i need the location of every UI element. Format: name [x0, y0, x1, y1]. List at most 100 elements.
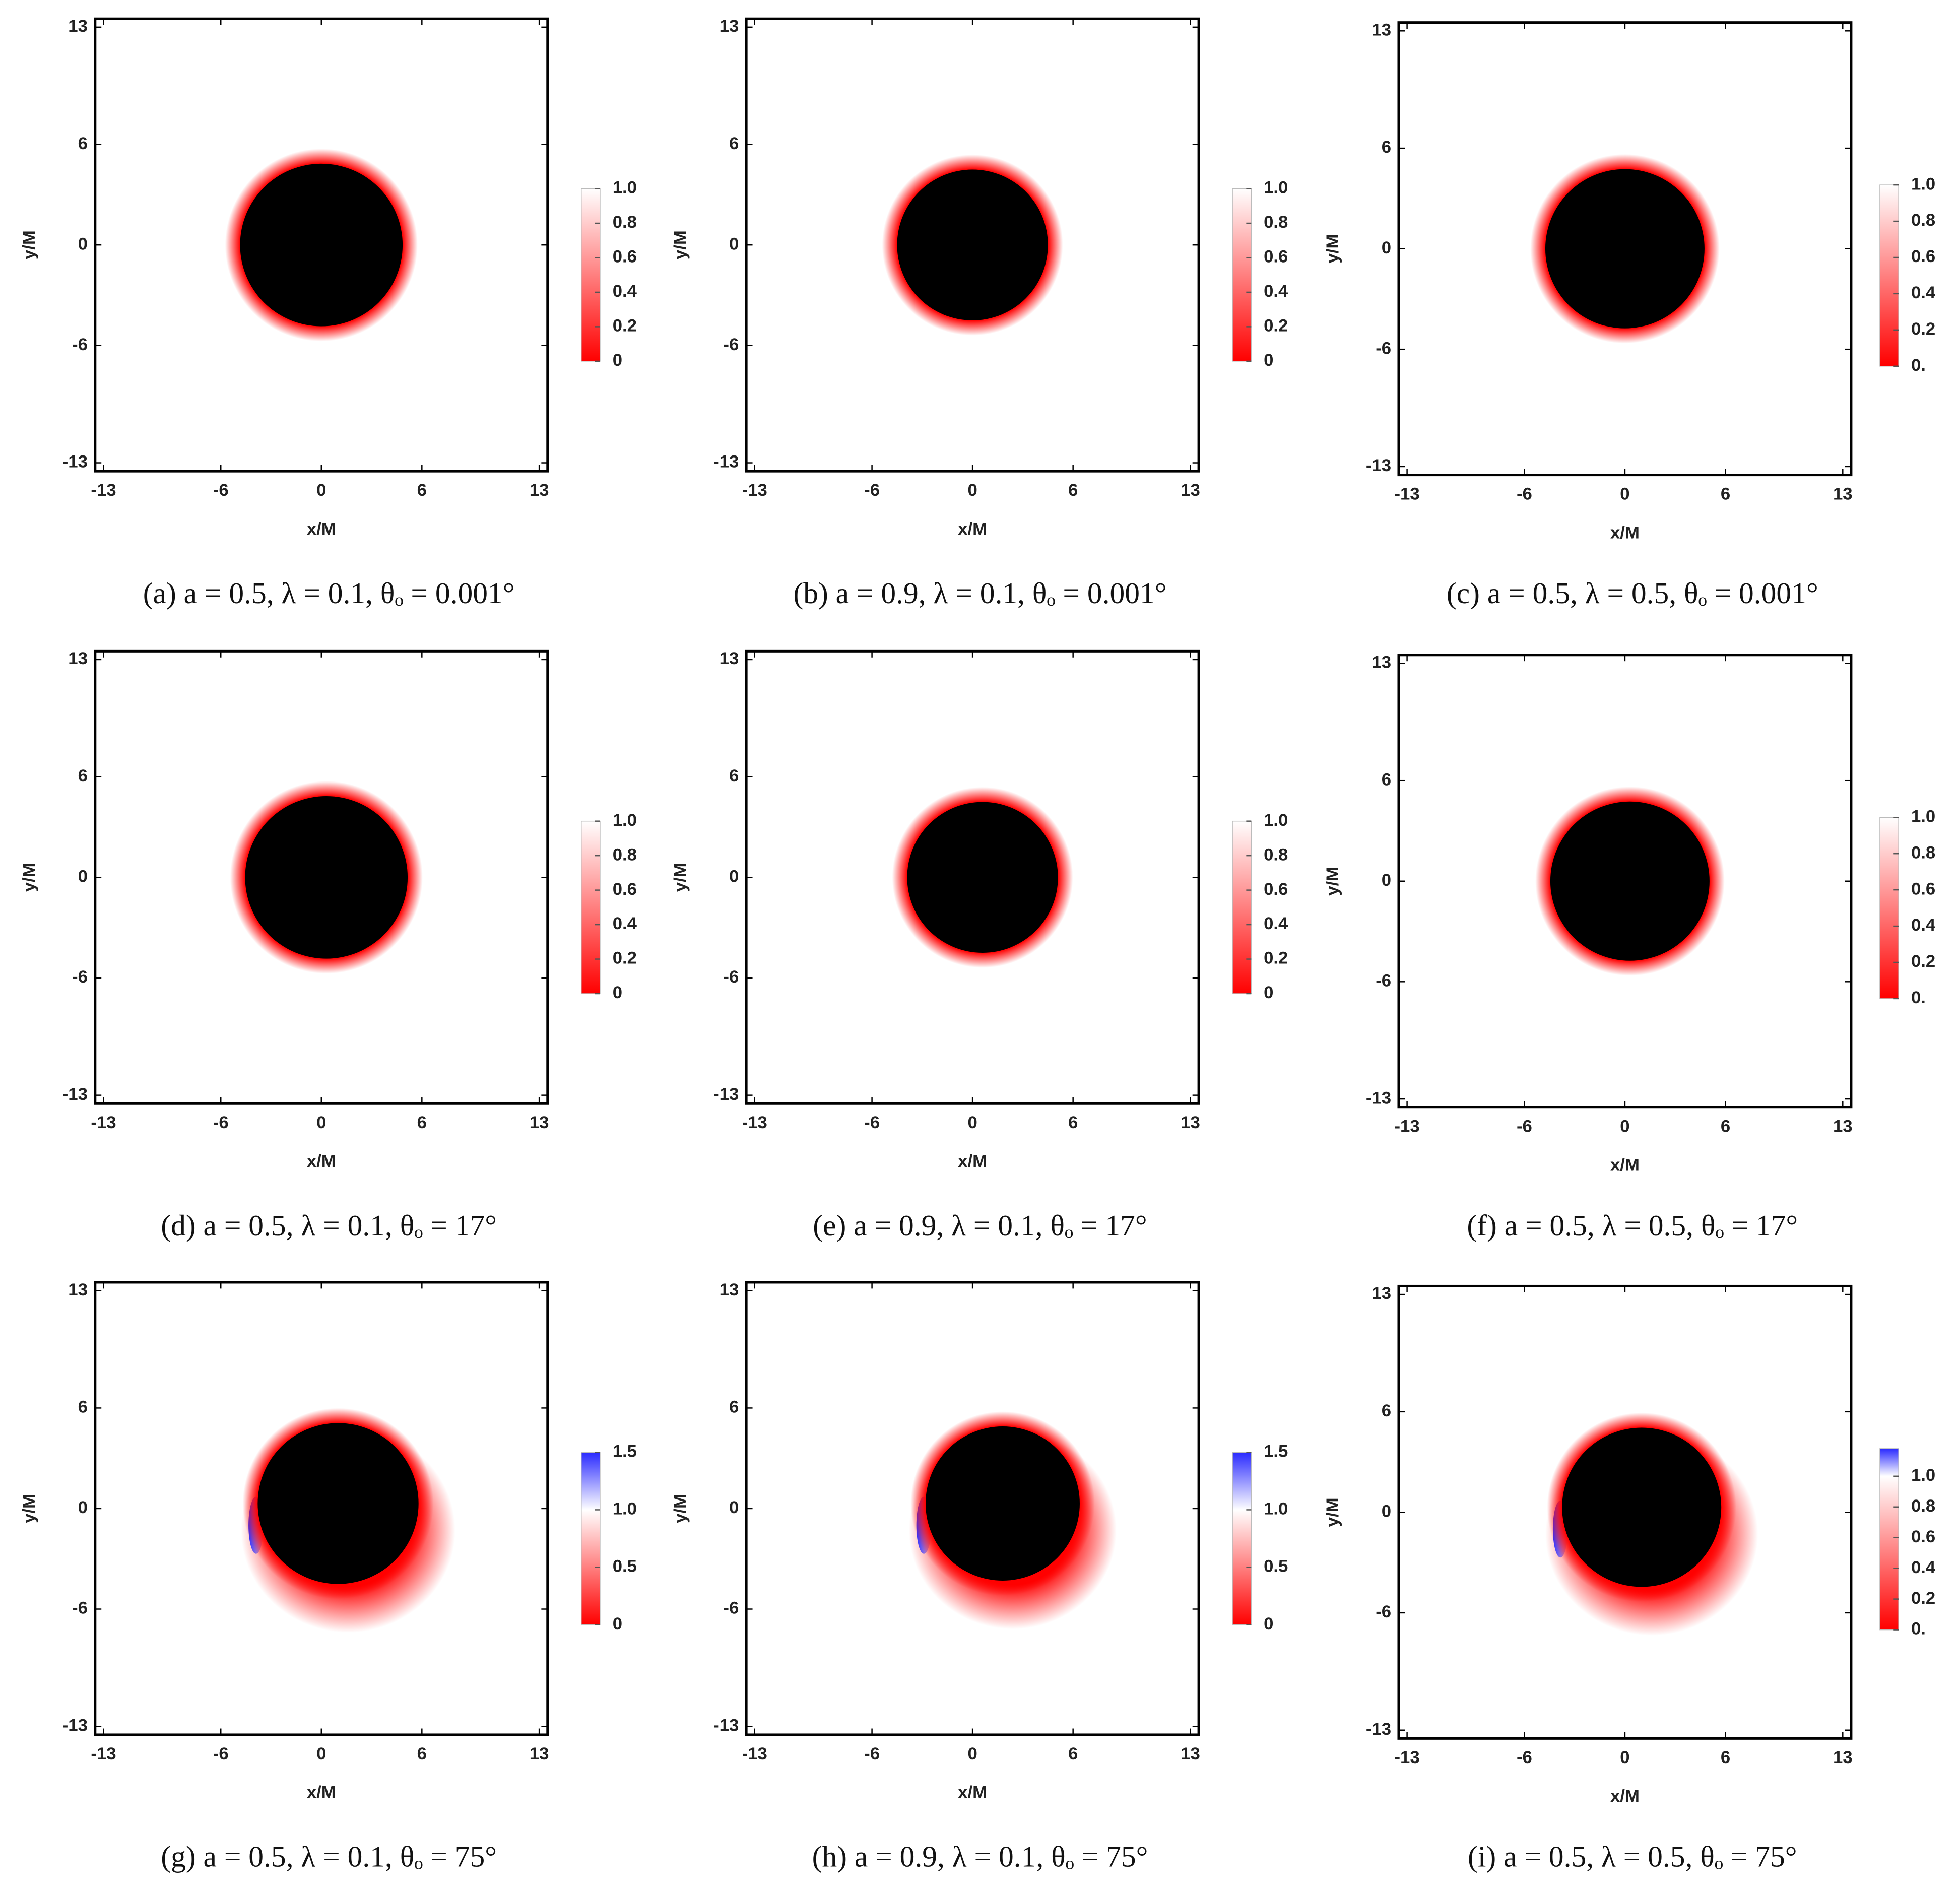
panel: -13 -6 0 6 13 -13 -6 0 6 13 x/M y/M 0 0.5 1.0 1.5 (g) a … [20, 1280, 637, 1873]
y-tick-label: -6 [723, 967, 739, 987]
x-tick-label: -13 [91, 1744, 116, 1764]
y-tick-label: -13 [62, 452, 88, 472]
caption: (c) a = 0.5, λ = 0.5, θₒ = 0.001° [1447, 576, 1818, 610]
x-tick-label: -13 [742, 1113, 767, 1132]
x-tick-label: 0 [1620, 484, 1629, 503]
y-tick-label: 0 [729, 867, 739, 886]
colorbar-tick-label: 0.4 [1911, 916, 1936, 935]
x-tick-label: 0 [316, 1113, 326, 1132]
x-axis-label: x/M [1610, 523, 1640, 542]
y-tick-label: 13 [1371, 653, 1391, 672]
caption: (a) a = 0.5, λ = 0.1, θₒ = 0.001° [143, 576, 515, 610]
x-tick-label: 6 [1068, 1744, 1078, 1764]
y-tick-label: 0 [78, 234, 88, 253]
colorbar-tick-label: 0 [613, 1614, 622, 1634]
colorbar-tick-label: 0 [1264, 983, 1273, 1002]
colorbar-tick-label: 0.6 [1264, 247, 1288, 267]
plot-area [1398, 655, 1851, 1107]
x-tick-label: -6 [864, 1113, 880, 1132]
shadow [1562, 1427, 1722, 1587]
colorbar-tick-label: 0. [1911, 988, 1926, 1007]
colorbar-tick-label: 0.8 [1264, 845, 1288, 864]
colorbar [1879, 184, 1899, 367]
y-tick-label: 13 [720, 649, 739, 668]
colorbar-tick-label: 0.6 [1911, 247, 1935, 266]
x-tick-label: 0 [967, 1744, 977, 1764]
panel: -13 -6 0 6 13 -13 -6 0 6 13 x/M y/M 0 0.2 0.4 0.6 0.8 1.0… [671, 17, 1288, 610]
y-axis-label: y/M [20, 863, 39, 892]
x-axis-label: x/M [1610, 1787, 1640, 1806]
colorbar-tick-label: 0.5 [613, 1557, 637, 1576]
x-tick-label: -6 [1517, 1117, 1532, 1136]
panel: -13 -6 0 6 13 -13 -6 0 6 13 x/M y/M 0. 0.2 0.4 0.6 0.8 1.… [1323, 1284, 1936, 1873]
x-tick-label: 13 [1181, 1744, 1200, 1764]
x-tick-label: 0 [1620, 1748, 1629, 1767]
colorbar-tick-label: 0.8 [613, 845, 637, 864]
x-tick-label: 6 [1721, 1748, 1730, 1767]
x-tick-label: -6 [864, 1744, 880, 1764]
colorbar-tick-label: 0.5 [1264, 1557, 1288, 1576]
colorbar [580, 188, 601, 362]
x-tick-label: 13 [1833, 1748, 1853, 1767]
x-tick-label: 0 [967, 1113, 977, 1132]
x-tick-label: 6 [1721, 1117, 1730, 1136]
plot-area [746, 651, 1199, 1104]
x-tick-label: 0 [967, 481, 977, 500]
colorbar [580, 820, 601, 994]
colorbar-tick-label: 1.0 [1264, 811, 1288, 830]
caption: (g) a = 0.5, λ = 0.1, θₒ = 75° [161, 1840, 497, 1873]
shadow [240, 163, 403, 327]
shadow [257, 1423, 419, 1584]
colorbar-tick-label: 1.0 [1264, 178, 1288, 198]
y-tick-label: 0 [1382, 238, 1391, 257]
shadow [1550, 801, 1710, 961]
shadow [925, 1426, 1080, 1581]
y-tick-label: 13 [68, 1280, 88, 1299]
colorbar-tick-label: 1.0 [613, 178, 637, 198]
y-tick-label: -6 [1376, 971, 1391, 990]
colorbar-tick-label: 0.4 [1911, 283, 1936, 302]
x-tick-label: -6 [864, 481, 880, 500]
colorbar-tick-label: 0.8 [1264, 213, 1288, 232]
plot-area [95, 651, 548, 1104]
x-tick-label: -13 [1395, 1748, 1420, 1767]
y-tick-label: 0 [78, 867, 88, 886]
x-tick-label: 6 [417, 481, 427, 500]
x-tick-label: 0 [316, 481, 326, 500]
y-tick-label: 13 [1371, 20, 1391, 39]
y-tick-label: -13 [62, 1085, 88, 1104]
x-tick-label: 6 [417, 1744, 427, 1764]
x-tick-label: 0 [1620, 1117, 1629, 1136]
x-tick-label: -13 [1395, 1117, 1420, 1136]
colorbar-tick-label: 0.4 [613, 914, 637, 933]
caption: (b) a = 0.9, λ = 0.1, θₒ = 0.001° [793, 576, 1166, 610]
y-tick-label: 13 [1371, 1284, 1391, 1303]
y-tick-label: 13 [68, 17, 88, 36]
y-axis-label: y/M [1323, 234, 1342, 264]
x-tick-label: -13 [742, 481, 767, 500]
caption: (d) a = 0.5, λ = 0.1, θₒ = 17° [161, 1209, 497, 1242]
caption: (e) a = 0.9, λ = 0.1, θₒ = 17° [813, 1209, 1147, 1242]
y-tick-label: 6 [1382, 138, 1391, 157]
x-tick-label: 13 [1181, 481, 1200, 500]
y-tick-label: -13 [1366, 456, 1391, 475]
y-tick-label: -13 [713, 1085, 739, 1104]
y-tick-label: -6 [723, 335, 739, 354]
x-tick-label: 6 [417, 1113, 427, 1132]
colorbar-tick-label: 0.2 [1264, 949, 1288, 968]
colorbar-tick-label: 0.6 [1911, 879, 1935, 898]
x-tick-label: 13 [1833, 484, 1853, 503]
x-tick-label: 13 [1181, 1113, 1200, 1132]
colorbar-tick-label: 1.0 [1911, 1466, 1935, 1485]
colorbar-tick-label: 0.4 [1911, 1558, 1936, 1577]
x-tick-label: 13 [530, 1113, 549, 1132]
colorbar-tick-label: 0.8 [1911, 1496, 1935, 1516]
caption: (f) a = 0.5, λ = 0.5, θₒ = 17° [1467, 1209, 1798, 1242]
shadow [245, 796, 408, 959]
y-axis-label: y/M [20, 1494, 39, 1523]
colorbar-tick-label: 1.0 [613, 811, 637, 830]
x-tick-label: -6 [213, 1744, 229, 1764]
colorbar-tick-label: 1.0 [1911, 174, 1935, 193]
colorbar-tick-label: 1.5 [613, 1442, 637, 1461]
colorbar [1879, 817, 1899, 999]
